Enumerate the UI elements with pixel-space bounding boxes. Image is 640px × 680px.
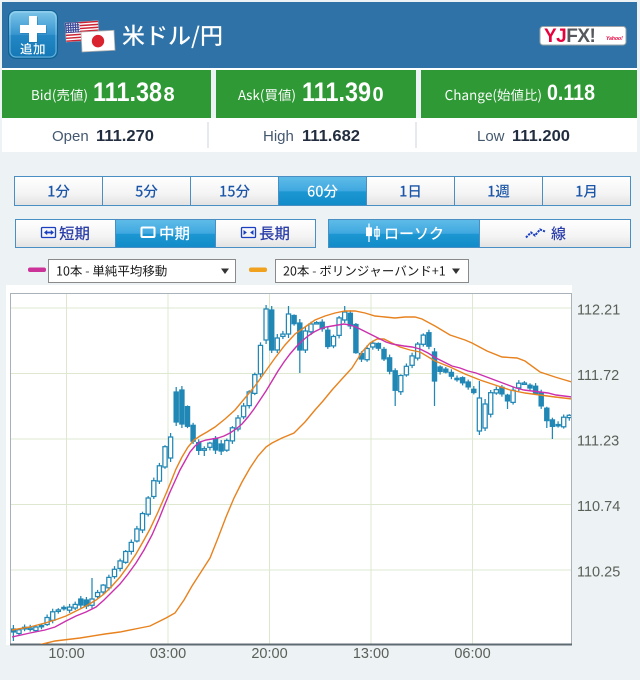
svg-text:111.682: 111.682 [302,128,360,145]
svg-text:0: 0 [373,84,384,106]
svg-text:110.25: 110.25 [577,565,620,581]
svg-text:111.23: 111.23 [577,434,619,450]
svg-text:Open: Open [52,128,89,145]
svg-text:13:00: 13:00 [353,646,389,662]
svg-text:0.118: 0.118 [547,80,595,105]
svg-text:110.74: 110.74 [577,499,620,515]
svg-text:111.270: 111.270 [96,128,154,145]
svg-text:03:00: 03:00 [150,646,186,662]
svg-text:06:00: 06:00 [454,646,490,662]
svg-text:High: High [263,128,294,145]
svg-text:111.39: 111.39 [302,77,371,107]
svg-text:111.72: 111.72 [577,368,619,384]
svg-text:112.21: 112.21 [577,303,620,319]
svg-text:111.200: 111.200 [512,128,570,145]
svg-text:10:00: 10:00 [48,646,84,662]
svg-text:YJFX!: YJFX! [544,26,595,47]
svg-text:8: 8 [164,84,175,106]
svg-text:20:00: 20:00 [251,646,287,662]
svg-text:Low: Low [477,128,505,145]
svg-text:111.38: 111.38 [93,77,162,107]
svg-text:Yahoo!: Yahoo! [606,36,623,42]
